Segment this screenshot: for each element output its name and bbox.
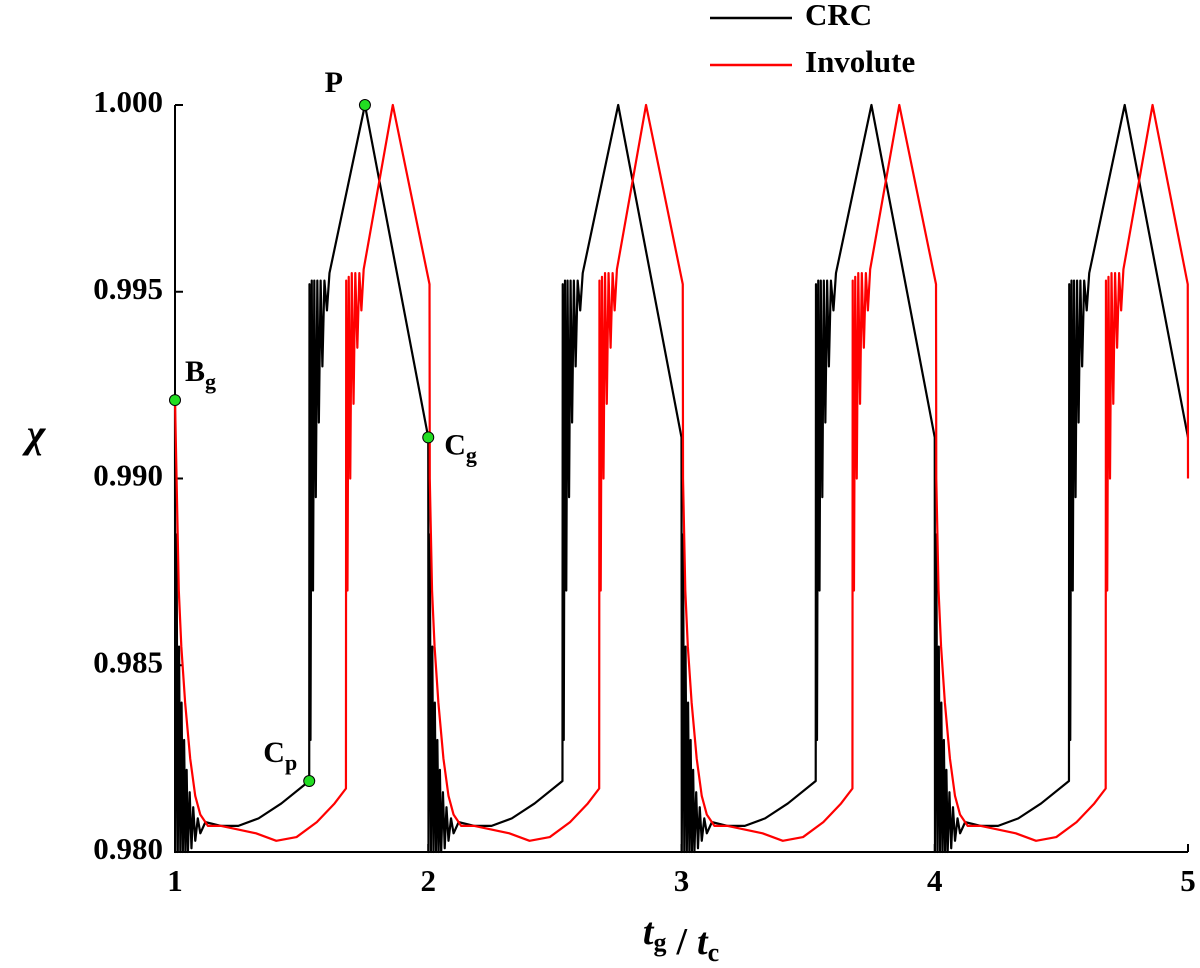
annotation-text: C xyxy=(263,736,285,769)
x-tick-label: 5 xyxy=(1180,863,1196,898)
annotation-text: P xyxy=(325,66,343,99)
annotation-point xyxy=(303,775,316,788)
annotation-label: Bg xyxy=(185,355,216,394)
annotation-text: C xyxy=(444,428,466,461)
x-tick-label: 1 xyxy=(167,863,183,898)
annotation-text: B xyxy=(185,355,205,388)
y-axis-label: χ xyxy=(22,411,47,456)
annotation-label: Cg xyxy=(444,428,477,467)
x-axis-label-sub: g xyxy=(653,928,666,957)
legend-label: Involute xyxy=(805,44,915,79)
x-axis-label-sub: c xyxy=(708,938,720,967)
annotation-point xyxy=(358,99,371,111)
annotation-label: P xyxy=(325,66,343,99)
annotation-sub: g xyxy=(466,442,477,467)
annotation-sub: g xyxy=(205,369,216,394)
y-tick-label: 0.980 xyxy=(93,831,163,866)
x-tick-label: 3 xyxy=(674,863,690,898)
y-tick-label: 0.990 xyxy=(93,458,163,493)
annotation-point xyxy=(422,431,435,444)
y-tick-label: 1.000 xyxy=(93,84,163,119)
y-tick-label: 0.985 xyxy=(93,644,163,679)
x-tick-label: 2 xyxy=(421,863,437,898)
annotation-sub: p xyxy=(285,750,297,775)
x-axis-label-part: t xyxy=(643,911,655,953)
annotation-point xyxy=(169,394,181,407)
annotation-label: Cp xyxy=(263,736,297,775)
y-tick-label: 0.995 xyxy=(93,271,163,306)
x-axis-label-part: t xyxy=(697,921,709,963)
x-axis-label-part: / xyxy=(675,921,687,963)
x-tick-label: 4 xyxy=(927,863,943,898)
line-series xyxy=(173,103,1190,854)
legend-label: CRC xyxy=(805,0,872,32)
x-axis-label: tg / tc xyxy=(643,911,719,967)
line-series xyxy=(173,103,1190,842)
